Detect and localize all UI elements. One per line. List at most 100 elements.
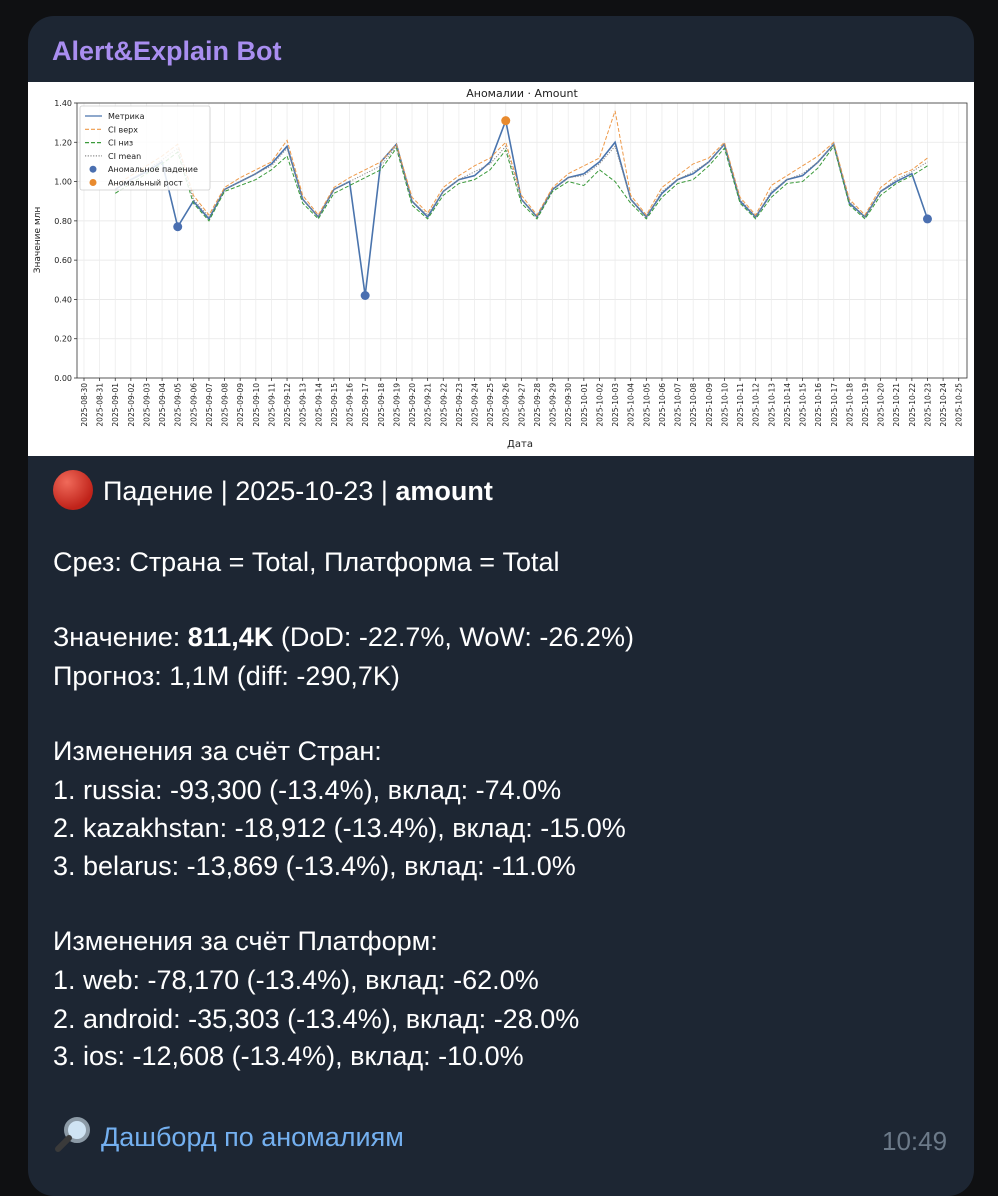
series-line [114,143,928,218]
x-tick-label: 2025-09-25 [486,383,495,427]
x-tick-label: 2025-10-12 [752,383,761,427]
value-line: Значение: 811,4K (DoD: -22.7%, WoW: -26.… [53,621,634,653]
y-tick-label: 1.00 [54,178,72,187]
y-tick-label: 1.40 [54,99,72,108]
plot-frame [76,102,968,379]
legend-label: CI верх [108,125,138,134]
legend-label: Аномальный рост [108,179,183,188]
x-tick-label: 2025-09-18 [377,383,386,427]
x-tick-label: 2025-09-05 [174,383,183,427]
x-tick-label: 2025-09-29 [549,383,558,427]
x-tick-label: 2025-09-30 [564,383,573,427]
platform-item: 3. ios: -12,608 (-13.4%), вклад: -10.0% [53,1041,524,1071]
platforms-heading: Изменения за счёт Платформ: [53,926,438,956]
headline: Падение | 2025-10-23 | amount [53,470,493,510]
x-tick-label: 2025-09-04 [158,383,167,427]
page: Alert&Explain Bot Аномалии · Amount Дата… [28,16,974,1196]
dashboard-link[interactable]: Дашборд по аномалиям [101,1122,404,1152]
legend-label: CI низ [108,139,133,148]
x-tick-label: 2025-10-21 [892,383,901,427]
x-tick-label: 2025-09-07 [205,383,214,427]
x-tick-label: 2025-09-13 [299,383,308,427]
link-line: Дашборд по аномалиям [53,1116,404,1153]
y-tick-label: 0.40 [54,295,72,304]
legend-swatch [89,179,97,186]
x-tick-label: 2025-09-03 [142,383,151,427]
y-tick-label: 1.20 [54,138,72,147]
x-tick-label: 2025-10-19 [861,383,870,427]
country-item: 2. kazakhstan: -18,912 (-13.4%), вклад: … [53,813,626,843]
x-tick-label: 2025-09-22 [439,383,448,427]
x-tick-label: 2025-09-27 [517,383,526,427]
x-tick-label: 2025-10-07 [674,383,683,427]
red-circle-icon [53,470,93,510]
x-tick-label: 2025-10-02 [595,383,604,427]
x-tick-label: 2025-10-08 [689,383,698,427]
x-tick-label: 2025-10-03 [611,383,620,427]
x-tick-label: 2025-09-19 [392,383,401,427]
x-tick-label: 2025-08-31 [96,383,105,427]
value-suffix: (DoD: -22.7%, WoW: -26.2%) [273,622,634,652]
x-tick-label: 2025-09-12 [283,383,292,427]
magnifier-icon [55,1117,90,1152]
y-tick-label: 0.60 [54,256,72,265]
x-tick-label: 2025-08-30 [80,383,89,427]
x-tick-label: 2025-10-14 [783,383,792,427]
series-line [114,145,928,222]
x-tick-label: 2025-10-10 [720,383,729,427]
x-tick-label: 2025-10-23 [923,383,932,427]
x-tick-label: 2025-09-16 [346,383,355,427]
x-tick-label: 2025-10-25 [955,383,964,427]
series-line [114,110,928,216]
country-item: 1. russia: -93,300 (-13.4%), вклад: -74.… [53,775,562,805]
x-tick-label: 2025-10-01 [580,383,589,427]
x-tick-label: 2025-10-15 [799,383,808,427]
series-line [114,117,929,296]
x-tick-label: 2025-09-24 [471,383,480,427]
x-tick-label: 2025-09-21 [424,383,433,427]
x-tick-label: 2025-10-09 [705,383,714,427]
x-tick-label: 2025-09-23 [455,383,464,427]
y-axis-label: Значение млн [33,207,43,274]
x-tick-label: 2025-10-13 [767,383,776,427]
x-tick-label: 2025-09-11 [267,383,276,427]
chart-title: Аномалии · Amount [466,87,578,100]
x-tick-label: 2025-10-05 [642,383,651,427]
y-tick-label: 0.80 [54,217,72,226]
headline-text: Падение | 2025-10-23 | [103,476,396,506]
x-tick-label: 2025-10-04 [627,383,636,427]
x-tick-label: 2025-09-08 [221,383,230,427]
x-tick-label: 2025-10-06 [658,383,667,427]
chart: Аномалии · Amount Дата Значение млн 0.00… [28,82,974,456]
x-tick-label: 2025-09-10 [252,383,261,427]
platform-item: 1. web: -78,170 (-13.4%), вклад: -62.0% [53,965,539,995]
x-tick-label: 2025-10-11 [736,383,745,427]
x-tick-label: 2025-10-17 [830,383,839,427]
x-tick-label: 2025-09-26 [502,383,511,427]
anomaly-point [922,214,932,224]
x-tick-label: 2025-09-28 [533,383,542,427]
legend-label: Аномальное падение [108,165,198,174]
x-tick-label: 2025-09-01 [111,383,120,427]
x-tick-label: 2025-10-18 [845,383,854,427]
legend-label: CI mean [108,152,141,161]
x-tick-label: 2025-10-24 [939,383,948,427]
anomaly-point [501,116,511,126]
legend-label: Метрика [108,112,145,121]
platform-item: 2. android: -35,303 (-13.4%), вклад: -28… [53,1004,580,1034]
x-tick-label: 2025-09-20 [408,383,417,427]
slice: Срез: Страна = Total, Платформа = Total [53,547,560,577]
x-tick-label: 2025-10-22 [908,383,917,427]
anomaly-point [360,291,370,300]
x-tick-label: 2025-10-20 [877,383,886,427]
countries-heading: Изменения за счёт Стран: [53,736,382,766]
bot-name[interactable]: Alert&Explain Bot [52,36,282,66]
value-bold: 811,4K [187,622,274,652]
x-tick-label: 2025-09-02 [127,383,136,427]
x-tick-label: 2025-09-06 [189,383,198,427]
legend-box [79,105,211,191]
y-tick-label: 0.00 [54,374,72,383]
y-tick-label: 0.20 [54,335,72,344]
x-tick-label: 2025-09-09 [236,383,245,427]
anomaly-point [173,222,183,232]
